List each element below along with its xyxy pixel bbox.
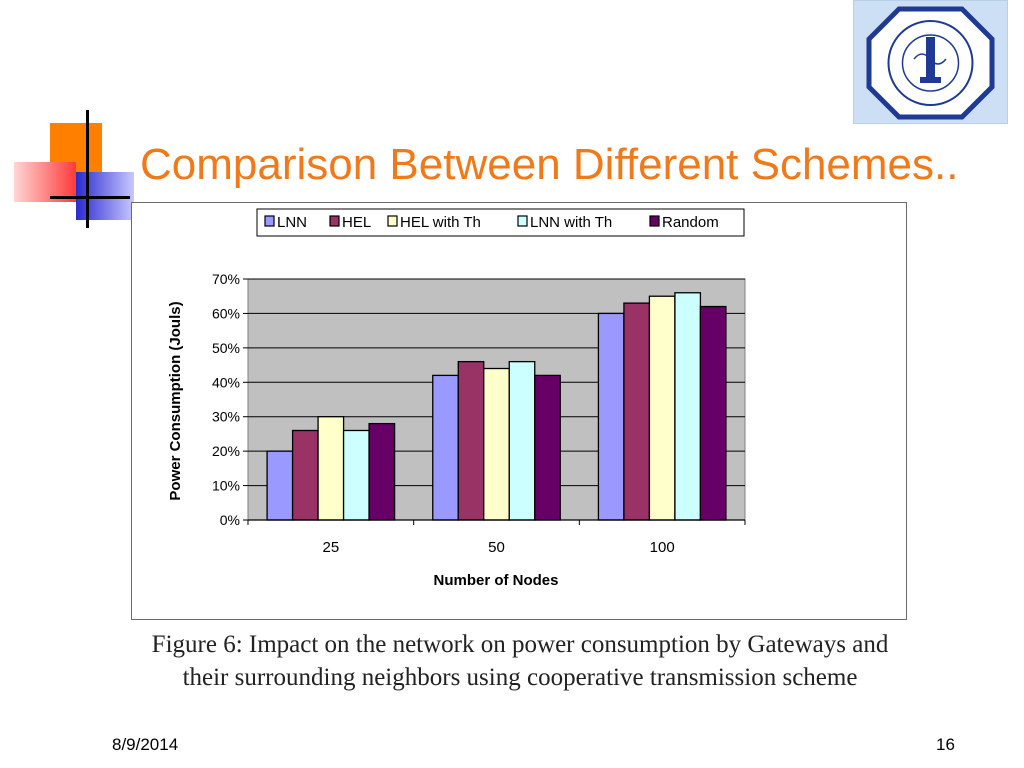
legend-label: LNN with Th (530, 214, 612, 231)
slide-title: Comparison Between Different Schemes.. (140, 140, 959, 189)
bar-hel-with-th-25 (317, 416, 345, 521)
bar-hel-25 (291, 429, 319, 521)
bar-lnn-50 (432, 374, 459, 521)
footer-date: 8/9/2014 (112, 735, 179, 754)
legend: LNN HEL HEL with Th LNN with Th Random (256, 208, 745, 237)
y-axis-label: Power Consumption (Jouls) (167, 301, 184, 500)
y-tick-label: 20% (212, 443, 240, 459)
legend-label: Random (662, 214, 719, 231)
y-tick-label: 70% (212, 271, 240, 287)
bar-lnn-with-th-50 (508, 360, 536, 521)
bar-lnn-25 (266, 450, 294, 521)
y-tick-label: 0% (220, 512, 240, 528)
y-tick-label: 30% (212, 409, 240, 425)
chart-frame: LNN HEL HEL with Th LNN with Th Random Power… (131, 202, 907, 620)
decor-vertical-line (86, 110, 89, 228)
bar-lnn-with-th-100 (674, 292, 702, 521)
bar-hel-50 (457, 360, 485, 521)
bar-lnn-100 (597, 312, 625, 521)
university-seal-icon (866, 6, 995, 120)
bar-random-100 (699, 305, 727, 521)
y-tick-label: 50% (212, 340, 240, 356)
legend-swatch (649, 215, 660, 227)
legend-swatch (329, 215, 340, 227)
legend-swatch (517, 215, 528, 227)
university-logo (853, 0, 1008, 124)
bar-hel-with-th-50 (483, 367, 510, 521)
x-tick-label: 100 (650, 539, 675, 556)
footer-page-number: 16 (936, 735, 955, 754)
legend-swatch (264, 215, 275, 227)
decor-horizontal-line (50, 196, 130, 199)
legend-label: HEL (342, 214, 371, 231)
bar-lnn-with-th-25 (342, 429, 370, 521)
legend-swatch (387, 215, 398, 227)
figure-caption: Figure 6: Impact on the network on power… (151, 631, 889, 691)
bar-random-50 (534, 374, 561, 521)
bar-hel-100 (623, 302, 651, 521)
bar-random-25 (368, 422, 396, 521)
plot-area: 0% 10% 20% 30% 40% 50% 60% 70% 25 50 100 (212, 271, 746, 556)
y-tick-label: 40% (212, 374, 240, 390)
legend-label: HEL with Th (400, 214, 481, 231)
x-tick-label: 25 (322, 539, 339, 556)
y-tick-label: 10% (212, 478, 240, 494)
bar-hel-with-th-100 (648, 295, 676, 521)
x-tick-label: 50 (488, 539, 505, 556)
decor-red-square (14, 162, 76, 202)
x-axis-label: Number of Nodes (433, 572, 558, 589)
bar-chart: LNN HEL HEL with Th LNN with Th Random Power… (167, 208, 746, 589)
y-tick-label: 60% (212, 305, 240, 321)
legend-label: LNN (277, 214, 307, 231)
